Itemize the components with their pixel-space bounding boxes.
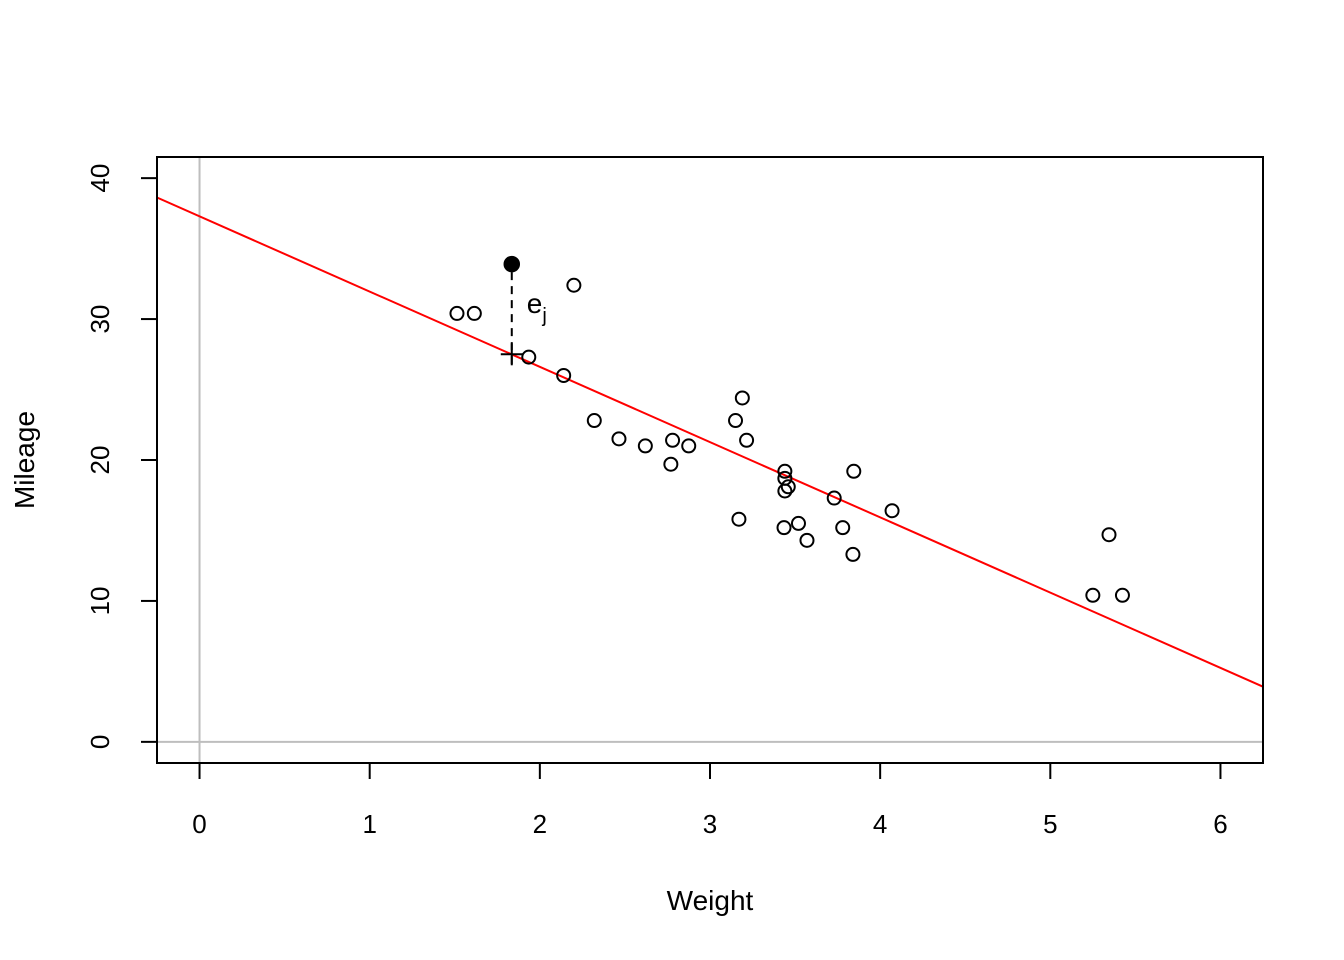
data-point: [734, 390, 750, 406]
data-point: [1085, 587, 1101, 603]
data-point: [611, 431, 627, 447]
y-tick-label: 20: [85, 446, 115, 475]
y-tick-label: 30: [85, 305, 115, 334]
data-point: [835, 520, 851, 536]
data-point: [845, 546, 861, 562]
data-point: [466, 305, 482, 321]
residual-label: ej: [527, 288, 547, 327]
data-point: [780, 479, 796, 495]
highlighted-data-point: [503, 255, 521, 273]
data-point: [1114, 587, 1130, 603]
regression-line-layer: [156, 196, 1264, 688]
regression-line: [156, 196, 1264, 688]
data-point: [799, 532, 815, 548]
y-tick-label: 0: [85, 735, 115, 749]
reference-lines: [157, 157, 1263, 763]
data-point: [586, 413, 602, 429]
data-point: [449, 305, 465, 321]
data-point: [665, 432, 681, 448]
data-point: [884, 503, 900, 519]
data-point: [826, 490, 842, 506]
plot-border: [156, 156, 1264, 764]
data-point: [731, 511, 747, 527]
x-axis-title: Weight: [667, 885, 754, 916]
x-tick-label: 5: [1043, 809, 1057, 839]
data-point: [790, 515, 806, 531]
x-tick-label: 3: [703, 809, 717, 839]
y-tick-label: 40: [85, 164, 115, 193]
data-point: [566, 277, 582, 293]
residual-label-subscript: j: [541, 305, 546, 327]
x-tick-label: 1: [362, 809, 376, 839]
data-point: [728, 413, 744, 429]
data-point: [1101, 527, 1117, 543]
y-tick-label: 10: [85, 586, 115, 615]
x-tick-label: 4: [873, 809, 887, 839]
data-point: [663, 456, 679, 472]
residual-layer: [500, 272, 523, 366]
data-point: [846, 463, 862, 479]
data-point: [777, 483, 793, 499]
x-tick-label: 0: [192, 809, 206, 839]
residual-label-main: e: [527, 288, 543, 319]
data-point: [637, 438, 653, 454]
data-points: [449, 255, 1130, 603]
data-point: [681, 438, 697, 454]
data-point: [776, 520, 792, 536]
data-point: [556, 367, 572, 383]
x-tick-label: 2: [533, 809, 547, 839]
x-tick-label: 6: [1213, 809, 1227, 839]
data-point: [739, 432, 755, 448]
axes: 0 1 2 3 4 5 6 0 10 20 30 40: [85, 164, 1228, 839]
data-point: [521, 349, 537, 365]
data-point: [777, 463, 793, 479]
y-axis-title: Mileage: [9, 411, 40, 509]
